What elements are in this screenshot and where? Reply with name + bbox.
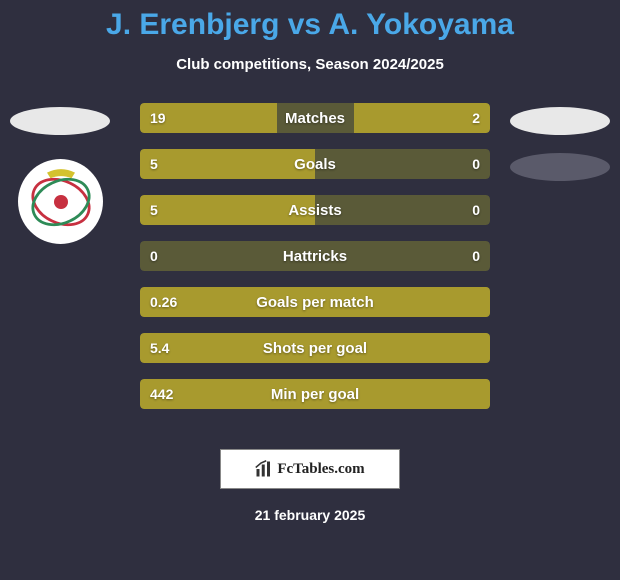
left-logo-placeholder-1 <box>10 107 110 135</box>
stat-label: Min per goal <box>140 379 490 409</box>
stat-label: Hattricks <box>140 241 490 271</box>
stat-value-right: 0 <box>472 241 480 271</box>
stat-row: 0.26Goals per match <box>140 287 490 317</box>
right-logo-placeholder-1 <box>510 107 610 135</box>
stat-row: 5Goals0 <box>140 149 490 179</box>
stat-row: 19Matches2 <box>140 103 490 133</box>
stat-row: 0Hattricks0 <box>140 241 490 271</box>
page-title: J. Erenbjerg vs A. Yokoyama <box>0 0 620 42</box>
stat-label: Matches <box>140 103 490 133</box>
team-crest-icon <box>26 167 96 237</box>
stat-row: 5.4Shots per goal <box>140 333 490 363</box>
subtitle: Club competitions, Season 2024/2025 <box>0 56 620 73</box>
stat-label: Shots per goal <box>140 333 490 363</box>
stat-label: Assists <box>140 195 490 225</box>
stat-label: Goals <box>140 149 490 179</box>
right-logo-placeholder-2 <box>510 153 610 181</box>
brand-chart-icon <box>255 460 273 478</box>
stat-row: 5Assists0 <box>140 195 490 225</box>
brand-text: FcTables.com <box>277 461 364 478</box>
stat-row: 442Min per goal <box>140 379 490 409</box>
comparison-stage: 19Matches25Goals05Assists00Hattricks00.2… <box>0 103 620 433</box>
brand-box[interactable]: FcTables.com <box>220 449 400 489</box>
stat-value-right: 2 <box>472 103 480 133</box>
stat-value-right: 0 <box>472 149 480 179</box>
stat-rows: 19Matches25Goals05Assists00Hattricks00.2… <box>140 103 490 425</box>
left-team-badge <box>18 159 103 244</box>
date-text: 21 february 2025 <box>0 507 620 523</box>
stat-label: Goals per match <box>140 287 490 317</box>
stat-value-right: 0 <box>472 195 480 225</box>
